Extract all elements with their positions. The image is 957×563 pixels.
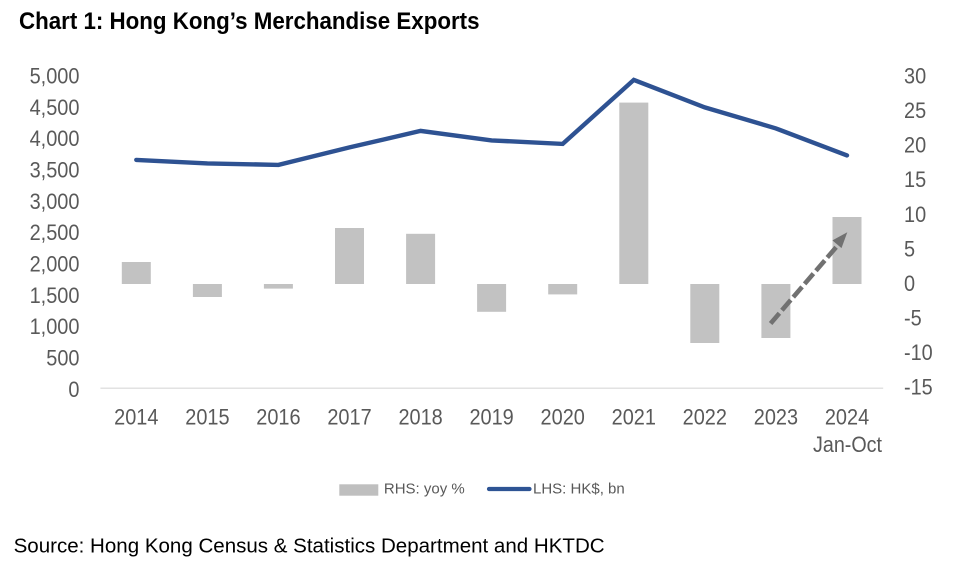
svg-text:5: 5 (904, 236, 915, 261)
svg-text:1,000: 1,000 (30, 314, 80, 339)
svg-text:-15: -15 (904, 375, 933, 400)
svg-text:Source: Hong Kong Census & Sta: Source: Hong Kong Census & Statistics De… (14, 535, 605, 558)
svg-text:2021: 2021 (612, 405, 656, 430)
svg-text:2,000: 2,000 (30, 252, 80, 277)
svg-text:2017: 2017 (327, 405, 371, 430)
svg-text:Jan-Oct: Jan-Oct (813, 432, 883, 457)
svg-text:15: 15 (904, 167, 926, 192)
svg-text:2024: 2024 (825, 405, 869, 430)
svg-text:10: 10 (904, 202, 926, 227)
svg-text:2018: 2018 (398, 405, 442, 430)
svg-text:2023: 2023 (754, 405, 798, 430)
svg-text:4,000: 4,000 (30, 126, 80, 151)
svg-text:2020: 2020 (541, 405, 585, 430)
svg-text:3,500: 3,500 (30, 158, 80, 183)
svg-text:2016: 2016 (256, 405, 300, 430)
svg-text:1,500: 1,500 (30, 283, 80, 308)
svg-text:30: 30 (904, 64, 926, 89)
svg-text:25: 25 (904, 98, 926, 123)
svg-text:2022: 2022 (683, 405, 727, 430)
svg-text:3,000: 3,000 (30, 189, 80, 214)
svg-text:Chart 1: Hong Kong’s Merchandi: Chart 1: Hong Kong’s Merchandise Exports (19, 8, 480, 35)
svg-text:20: 20 (904, 133, 926, 158)
svg-text:2019: 2019 (469, 405, 513, 430)
svg-text:4,500: 4,500 (30, 95, 80, 120)
svg-text:5,000: 5,000 (30, 64, 80, 89)
svg-text:-10: -10 (904, 340, 933, 365)
svg-text:2014: 2014 (114, 405, 158, 430)
svg-text:500: 500 (46, 346, 79, 371)
svg-text:2,500: 2,500 (30, 220, 80, 245)
svg-text:RHS: yoy %: RHS: yoy % (384, 480, 465, 497)
svg-text:-5: -5 (904, 306, 922, 331)
svg-text:0: 0 (68, 377, 79, 402)
svg-text:LHS: HK$, bn: LHS: HK$, bn (533, 480, 625, 497)
svg-text:2015: 2015 (185, 405, 229, 430)
svg-text:0: 0 (904, 271, 915, 296)
